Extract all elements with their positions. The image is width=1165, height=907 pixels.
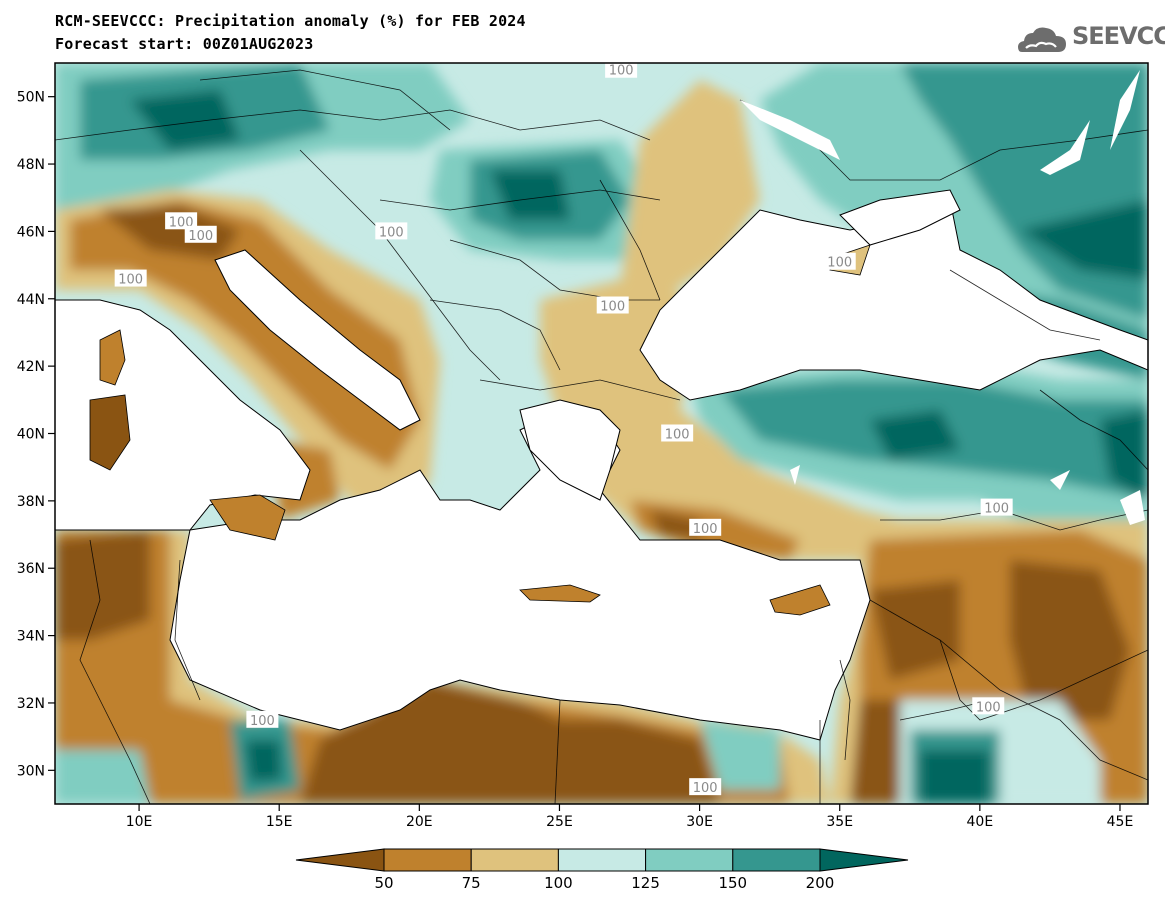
contour-label-bg — [184, 225, 217, 243]
contour-label-bg — [689, 518, 722, 536]
colorbar-label: 100 — [544, 874, 573, 892]
lat-tick-label: 36N — [17, 561, 45, 577]
lon-tick-label: 45E — [1107, 814, 1134, 830]
contour-label-bg — [246, 710, 279, 728]
lon-tick-label: 20E — [406, 814, 433, 830]
lat-tick-label: 50N — [17, 90, 45, 106]
logo-text: SEEVCCC — [1072, 22, 1165, 50]
contour-label-bg — [823, 252, 856, 270]
contour-label-bg — [980, 498, 1013, 516]
lat-tick-label: 42N — [17, 359, 45, 375]
colorbar-segment — [470, 848, 559, 872]
lon-tick-label: 10E — [126, 814, 153, 830]
contour-label: 100 — [693, 781, 718, 796]
lat-tick-label: 44N — [17, 292, 45, 308]
contour-label-bg — [165, 212, 198, 230]
forecast-start-subtitle: Forecast start: 00Z01AUG2023 — [55, 35, 314, 53]
lat-tick-label: 46N — [17, 224, 45, 240]
colorbar-label: 75 — [462, 874, 481, 892]
contour-label-bg — [114, 269, 147, 287]
colorbar-segment — [819, 848, 909, 872]
contour-label: 100 — [600, 300, 625, 315]
lon-tick-label: 30E — [686, 814, 713, 830]
cloud-logo-icon — [1018, 27, 1066, 52]
colorbar-segment — [295, 848, 385, 872]
contour-label: 100 — [609, 64, 634, 79]
contour-label: 100 — [188, 229, 213, 244]
colorbar-segment — [645, 848, 734, 872]
contour-label-bg — [596, 296, 629, 314]
contour-label: 100 — [976, 700, 1001, 715]
lon-tick-label: 35E — [826, 814, 853, 830]
contour-label: 100 — [379, 225, 404, 240]
lat-tick-label: 34N — [17, 629, 45, 645]
colorbar-segment — [383, 848, 472, 872]
lat-tick-label: 38N — [17, 494, 45, 510]
contour-label: 100 — [118, 273, 143, 288]
contour-label: 100 — [827, 256, 852, 271]
contour-label: 100 — [250, 714, 275, 729]
latitude-axis: 50N 48N 46N 44N 42N 40N 38N 36N 34N 32N 30N — [17, 90, 55, 779]
lat-tick-label: 32N — [17, 696, 45, 712]
contour-label-bg — [972, 697, 1005, 715]
lon-tick-label: 15E — [266, 814, 293, 830]
chart-title: RCM-SEEVCCC: Precipitation anomaly (%) f… — [55, 12, 526, 30]
lat-tick-label: 40N — [17, 427, 45, 443]
contour-label: 100 — [984, 502, 1009, 517]
colorbar-segment — [732, 848, 821, 872]
lon-tick-label: 40E — [967, 814, 994, 830]
longitude-axis: 10E 15E 20E 25E 30E 35E 40E 45E — [126, 804, 1134, 830]
contour-label: 100 — [693, 522, 718, 537]
colorbar-label: 200 — [806, 874, 835, 892]
colorbar-label: 150 — [718, 874, 747, 892]
lon-tick-label: 25E — [546, 814, 573, 830]
colorbar-label: 125 — [631, 874, 660, 892]
colorbar-label: 50 — [374, 874, 393, 892]
colorbar: 50 75 100 125 150 200 — [295, 848, 909, 892]
contour-label-bg — [605, 63, 638, 78]
lat-tick-label: 30N — [17, 763, 45, 779]
colorbar-segment — [557, 848, 647, 872]
contour-label-bg — [689, 778, 722, 796]
lat-tick-label: 48N — [17, 157, 45, 173]
contour-label-bg — [375, 222, 408, 240]
contour-label: 100 — [665, 428, 690, 443]
contour-label-bg — [661, 424, 694, 442]
